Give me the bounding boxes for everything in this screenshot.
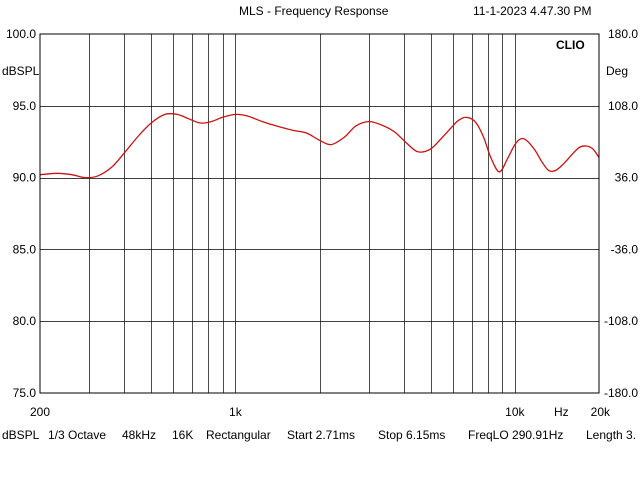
y-tick-label: 100.0 [6,27,36,41]
plot-frame [39,33,600,394]
y2-tick-label: 180.0 [608,27,638,41]
y2-tick-label: -180.0 [604,386,638,400]
y2-tick-label: -108.0 [604,314,638,328]
footer-sample-rate: 48kHz [122,428,157,442]
footer-smoothing: 1/3 Octave [48,428,107,442]
y-tick-label: 90.0 [13,171,37,185]
y-tick-label: 85.0 [13,242,37,256]
chart-title: MLS - Frequency Response [239,4,389,18]
footer-unit: dBSPL [2,428,40,442]
x-tick-label: 10k [505,405,525,419]
grid [40,34,599,393]
y2-axis-unit-label: Deg [606,64,629,78]
y-axis-unit-label: dBSPL [2,64,40,78]
x-tick-label: 1k [229,405,243,419]
tick-labels: 100.0 180.0 95.0 108.0 90.0 36.0 85.0 -36.0 80.0… [6,27,638,419]
footer-freqlo: FreqLO 290.91Hz [468,428,564,442]
x-tick-label: 20k [591,405,611,419]
trace-layer [39,112,600,179]
x-tick-label: 200 [30,405,50,419]
y-tick-label: 95.0 [13,99,37,113]
y-tick-label: 75.0 [13,386,37,400]
footer-window: Rectangular [206,428,271,442]
footer-size: 16K [172,428,194,442]
footer-stop: Stop 6.15ms [378,428,446,442]
y2-tick-label: 36.0 [615,171,639,185]
frequency-response-trace [39,112,600,179]
timestamp: 11-1-2023 4.47.30 PM [473,4,592,18]
y2-tick-label: -36.0 [611,242,639,256]
x-axis-unit-label: Hz [554,405,569,419]
clio-logo: CLIO [556,38,585,52]
footer-length: Length 3. [586,428,637,442]
footer-start: Start 2.71ms [287,428,356,442]
y2-tick-label: 108.0 [608,99,638,113]
y-tick-label: 80.0 [13,314,37,328]
